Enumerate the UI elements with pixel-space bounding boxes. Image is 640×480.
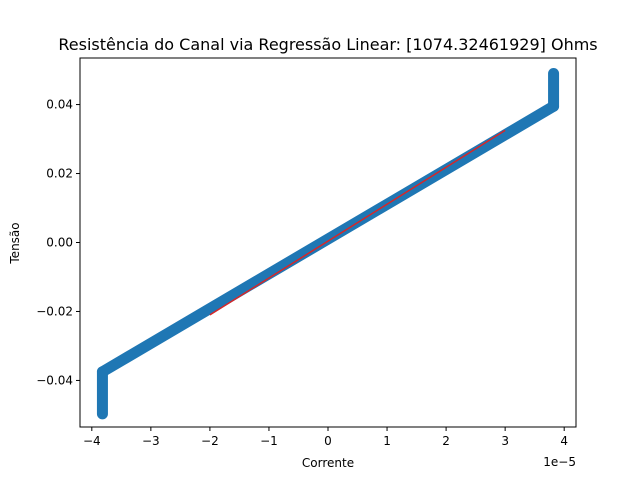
x-axis-ticks: −4 −3 −2 −1 0 1 2 3 4: [83, 427, 568, 448]
x-tick-label: 1: [383, 434, 391, 448]
x-tick-label: 2: [442, 434, 450, 448]
plot-data: [96, 68, 560, 420]
y-axis-ticks: −0.04 −0.02 0.00 0.02 0.04: [36, 98, 80, 387]
y-tick-label: 0.02: [46, 167, 73, 181]
x-tick-label: 3: [501, 434, 509, 448]
chart-title: Resistência do Canal via Regressão Linea…: [58, 35, 597, 54]
regression-line: [209, 129, 506, 316]
x-axis-label: Corrente: [302, 456, 354, 470]
x-tick-label: −2: [201, 434, 219, 448]
x-tick-label: −1: [260, 434, 278, 448]
x-tick-label: −4: [83, 434, 101, 448]
x-tick-label: 4: [560, 434, 568, 448]
scatter-band-1: [96, 100, 560, 378]
x-tick-label: −3: [142, 434, 160, 448]
y-tick-label: −0.04: [36, 373, 73, 387]
y-tick-label: 0.00: [46, 236, 73, 250]
x-axis-offset-label: 1e−5: [543, 455, 576, 469]
y-tick-label: 0.04: [46, 98, 73, 112]
x-tick-label: 0: [324, 434, 332, 448]
y-tick-label: −0.02: [36, 304, 73, 318]
y-axis-label: Tensão: [8, 222, 22, 264]
